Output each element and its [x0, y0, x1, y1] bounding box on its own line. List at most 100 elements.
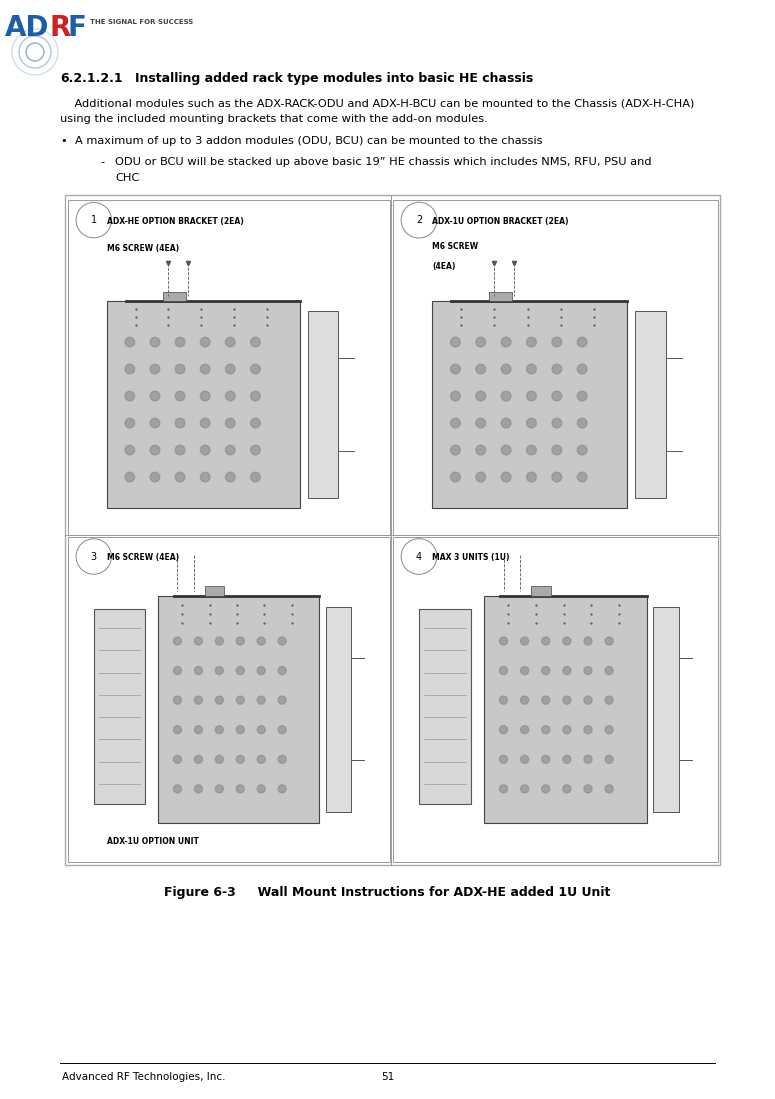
FancyBboxPatch shape [94, 609, 145, 803]
Circle shape [226, 445, 235, 455]
Circle shape [195, 637, 202, 645]
Circle shape [563, 666, 571, 675]
Text: ODU or BCU will be stacked up above basic 19” HE chassis which includes NMS, RFU: ODU or BCU will be stacked up above basi… [115, 157, 652, 167]
Circle shape [150, 337, 160, 347]
Circle shape [526, 337, 536, 347]
FancyBboxPatch shape [635, 311, 666, 498]
Circle shape [195, 785, 202, 792]
Circle shape [450, 445, 460, 455]
Text: -: - [100, 157, 104, 167]
FancyBboxPatch shape [163, 292, 186, 300]
Circle shape [250, 419, 260, 428]
Circle shape [476, 445, 486, 455]
Circle shape [499, 785, 508, 793]
Circle shape [542, 755, 549, 764]
FancyBboxPatch shape [205, 587, 224, 596]
Circle shape [605, 637, 613, 645]
Text: Advanced RF Technologies, Inc.: Advanced RF Technologies, Inc. [62, 1072, 226, 1081]
FancyBboxPatch shape [432, 300, 627, 508]
Circle shape [201, 473, 210, 481]
Circle shape [476, 473, 486, 482]
Text: A maximum of up to 3 addon modules (ODU, BCU) can be mounted to the chassis: A maximum of up to 3 addon modules (ODU,… [75, 136, 542, 146]
FancyBboxPatch shape [65, 195, 720, 865]
Circle shape [278, 725, 286, 734]
Circle shape [174, 637, 181, 645]
Circle shape [605, 696, 613, 704]
Circle shape [278, 785, 286, 792]
Circle shape [215, 725, 223, 734]
Circle shape [563, 755, 571, 764]
Circle shape [542, 666, 549, 675]
Circle shape [257, 755, 265, 764]
Circle shape [201, 391, 210, 401]
Text: 6.2.1.2.1: 6.2.1.2.1 [60, 73, 122, 85]
Circle shape [175, 391, 185, 401]
Circle shape [552, 418, 562, 428]
Circle shape [577, 391, 587, 401]
Circle shape [76, 539, 112, 574]
FancyBboxPatch shape [68, 200, 390, 535]
Text: ADX-1U OPTION UNIT: ADX-1U OPTION UNIT [107, 836, 198, 846]
Circle shape [552, 445, 562, 455]
Text: 51: 51 [381, 1072, 394, 1081]
Circle shape [278, 667, 286, 675]
Circle shape [476, 418, 486, 428]
Circle shape [175, 419, 185, 428]
Circle shape [577, 337, 587, 347]
Circle shape [250, 337, 260, 347]
Circle shape [552, 337, 562, 347]
Circle shape [521, 725, 529, 734]
Text: Additional modules such as the ADX-RACK-ODU and ADX-H-BCU can be mounted to the : Additional modules such as the ADX-RACK-… [60, 98, 694, 108]
Circle shape [521, 637, 529, 645]
FancyBboxPatch shape [107, 300, 300, 508]
Circle shape [226, 364, 235, 374]
Text: (4EA): (4EA) [432, 262, 456, 271]
Circle shape [563, 785, 571, 793]
Circle shape [250, 445, 260, 455]
Circle shape [526, 418, 536, 428]
Circle shape [236, 637, 244, 645]
Circle shape [584, 785, 592, 793]
Circle shape [577, 473, 587, 482]
Circle shape [150, 391, 160, 401]
Circle shape [542, 725, 549, 734]
Circle shape [521, 666, 529, 675]
Circle shape [215, 637, 223, 645]
Circle shape [584, 725, 592, 734]
FancyBboxPatch shape [393, 537, 718, 862]
Circle shape [278, 755, 286, 764]
Circle shape [250, 473, 260, 481]
Circle shape [584, 666, 592, 675]
Circle shape [450, 473, 460, 482]
Circle shape [501, 391, 511, 401]
Circle shape [526, 391, 536, 401]
Circle shape [499, 666, 508, 675]
Circle shape [257, 785, 265, 792]
Circle shape [401, 539, 437, 575]
Circle shape [563, 696, 571, 704]
Circle shape [195, 755, 202, 764]
FancyBboxPatch shape [393, 200, 718, 535]
Text: 2: 2 [416, 215, 422, 225]
Circle shape [401, 202, 437, 238]
Text: M6 SCREW: M6 SCREW [432, 242, 478, 251]
Circle shape [174, 725, 181, 734]
Circle shape [195, 696, 202, 704]
Circle shape [577, 418, 587, 428]
Circle shape [605, 785, 613, 793]
Circle shape [476, 337, 486, 347]
Text: using the included mounting brackets that come with the add-on modules.: using the included mounting brackets tha… [60, 114, 487, 124]
Circle shape [501, 337, 511, 347]
Text: M6 SCREW (4EA): M6 SCREW (4EA) [107, 553, 179, 563]
Circle shape [450, 364, 460, 374]
Circle shape [521, 696, 529, 704]
Circle shape [584, 696, 592, 704]
Circle shape [226, 419, 235, 428]
Circle shape [125, 473, 135, 481]
Circle shape [125, 419, 135, 428]
Text: M6 SCREW (4EA): M6 SCREW (4EA) [107, 244, 179, 253]
FancyBboxPatch shape [653, 607, 679, 812]
Circle shape [563, 637, 571, 645]
Circle shape [215, 755, 223, 764]
Circle shape [526, 364, 536, 374]
